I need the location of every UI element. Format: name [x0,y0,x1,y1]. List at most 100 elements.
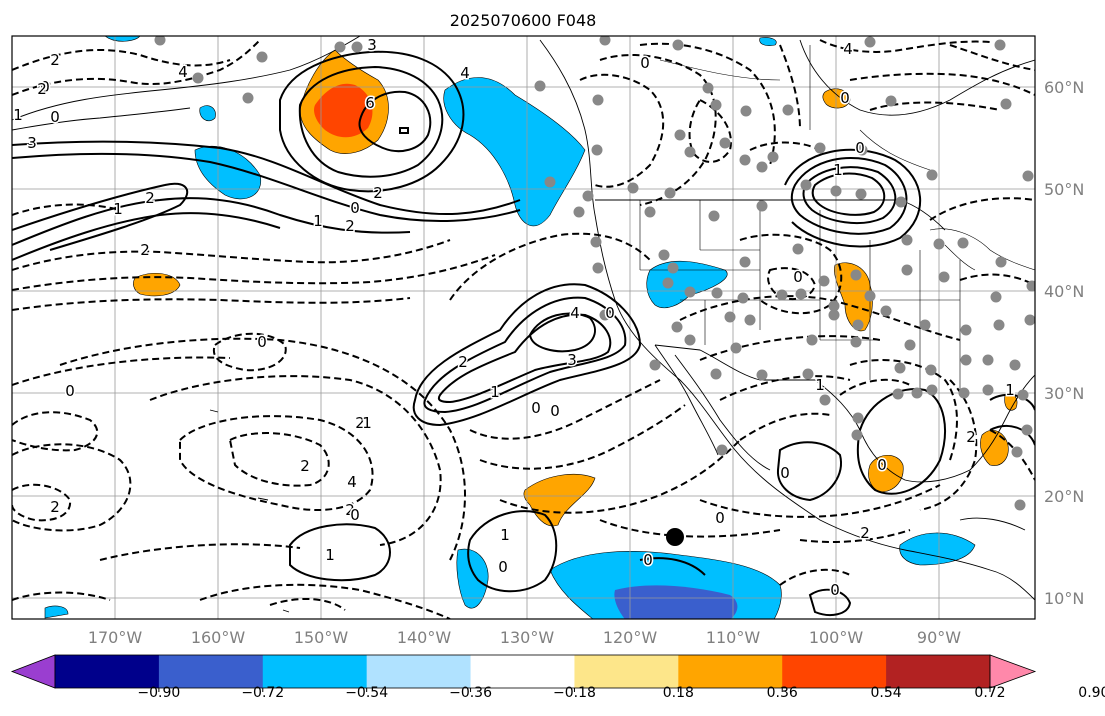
latitude-label: 50°N [1044,180,1084,199]
contour-label: 2 [140,241,150,259]
station-dot [737,292,749,304]
contour-label: 2 [50,51,60,69]
colorbar [10,654,1037,689]
latitude-label: 40°N [1044,282,1084,301]
station-dot [767,151,779,163]
negative-anomaly-small-3 [759,37,777,46]
contour-label: 0 [780,464,790,482]
contour-label: 0 [350,199,360,217]
solid-contour [528,312,596,353]
dashed-contour [929,197,1035,221]
station-dot [592,94,604,106]
dashed-contour [739,412,831,441]
contour-label: 0 [65,382,75,400]
station-dot [684,334,696,346]
contour-label: 1 [490,383,500,401]
colorbar-min-extension [10,654,56,689]
contour-label: 2 [50,498,60,516]
station-dot [740,105,752,117]
station-dot [993,319,1005,331]
contour-layer [12,50,1035,616]
station-dot [664,187,676,199]
station-dot [925,364,937,376]
negative-anomaly-small-1 [199,105,216,122]
positive-anomaly-florida [980,430,1009,466]
station-dot [1021,424,1033,436]
solid-contour [784,148,922,248]
station-dot [590,236,602,248]
station-dot [850,336,862,348]
dashed-contour [469,379,661,440]
dashed-contour [849,72,1035,96]
station-dot [667,262,679,274]
dashed-contour [699,335,881,361]
solid-contour [811,172,886,216]
contour-label: 3 [367,36,377,54]
dashed-contour [179,415,374,511]
solid-contour [279,50,465,193]
station-dot [599,36,611,46]
station-dot [830,185,842,197]
solid-contour [12,140,521,216]
positive-anomaly-central-pacific [133,272,181,297]
contour-label: 0 [877,456,887,474]
dashed-contour [799,529,911,543]
dashed-contour [499,439,741,514]
dashed-contour [12,356,231,386]
station-dot [1000,98,1012,110]
contour-label: 0 [50,108,60,126]
solid-contour [639,557,706,576]
station-dot [672,39,684,51]
station-dot [592,262,604,274]
dashed-contour [269,598,346,611]
contour-label: 4 [460,64,470,82]
station-dot [851,429,863,441]
dashed-contour [919,379,978,511]
contour-label: 6 [365,94,375,112]
solid-contour [467,510,558,593]
colorbar-segment [158,655,264,688]
negative-anomaly-small-2 [44,605,69,619]
contour-label: 4 [570,304,580,322]
station-dot [1022,170,1034,182]
latitude-labels: 60°N 50°N 40°N 30°N 20°N 10°N [1044,78,1084,608]
contour-label: 0 [605,304,615,322]
us-mexico-border [654,344,815,381]
dashed-contour [12,483,72,522]
latitude-label: 10°N [1044,589,1084,608]
colorbar-tick-label: 0.90 [1078,685,1105,701]
station-dot [716,444,728,456]
solid-contour [989,425,1035,446]
longitude-label: 100°W [809,628,864,647]
station-dot [982,384,994,396]
solid-contour [12,197,411,246]
solid-contour [12,182,189,251]
contour-label: 0 [550,402,560,420]
contour-label: 0 [643,551,653,569]
dashed-contour [779,44,801,131]
contour-label: 0 [840,89,850,107]
colorbar-tick-label: 0.18 [663,685,694,701]
hudson-bay-coast [799,39,1035,116]
station-dot [894,362,906,374]
colorbar-segment [574,655,679,688]
station-dot [911,387,923,399]
contour-label: 0 [531,399,541,417]
station-dot [658,249,670,261]
station-dot [351,41,363,53]
contour-label: 3 [27,134,37,152]
station-dot [627,182,639,194]
colorbar-tick-label: −0.72 [241,685,284,701]
contour-label: 0 [40,78,50,96]
station-dot [880,305,892,317]
station-dot [242,92,254,104]
station-dot [334,41,346,53]
station-dot [674,129,686,141]
colorbar-tick-label: 0.36 [767,685,798,701]
contour-label: 0 [793,268,803,286]
solid-contour [437,313,612,404]
station-dot [256,51,268,63]
dashed-contour [12,49,231,71]
station-dot [990,291,1002,303]
